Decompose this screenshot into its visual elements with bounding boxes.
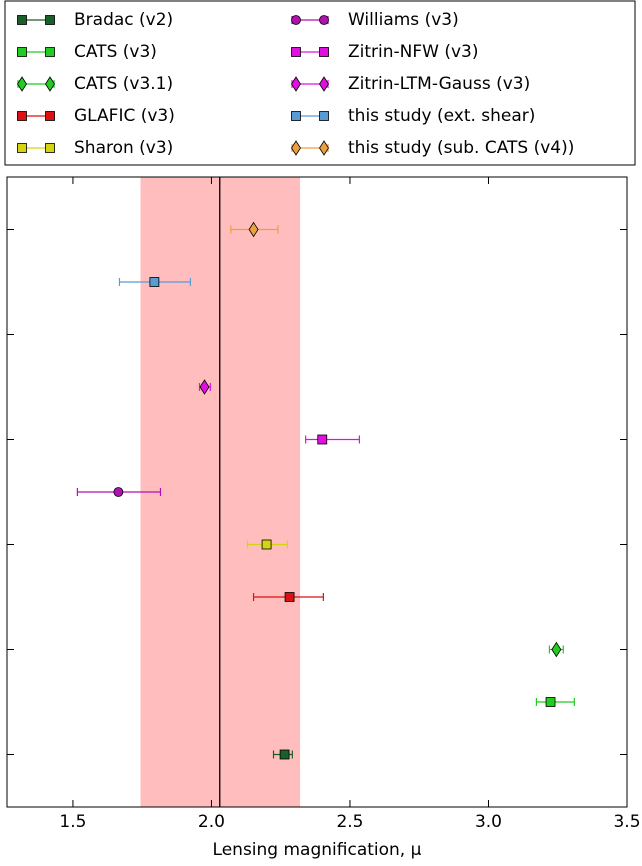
data-point [199,379,210,395]
legend-marker [17,15,27,25]
x-tick-label: 1.5 [59,812,86,832]
x-tick-label: 3.0 [475,812,502,832]
x-axis-label: Lensing magnification, μ [213,840,422,860]
legend-marker [45,111,55,121]
legend-marker [45,15,55,25]
data-point [149,277,160,287]
legend-label: Williams (v3) [348,10,459,30]
legend-label: this study (sub. CATS (v4)) [348,138,574,158]
legend-label: Sharon (v3) [74,138,173,158]
legend-marker [319,76,329,92]
legend-marker [319,140,329,156]
data-point [261,539,272,550]
legend-marker [291,47,301,57]
legend-marker [17,111,27,121]
data-point [545,697,556,707]
legend-label: CATS (v3) [74,42,157,62]
data-point [248,221,259,238]
data-point [279,749,290,760]
legend-marker [291,140,301,156]
legend-marker [17,143,27,153]
legend-marker [319,111,329,121]
legend-marker [45,76,55,92]
legend-marker [291,111,301,121]
legend-marker [291,76,301,92]
legend-label: GLAFIC (v3) [74,106,175,126]
legend-marker [291,15,301,25]
x-tick-label: 3.5 [613,812,640,832]
plot-frame [6,176,628,808]
legend-label: Bradac (v2) [74,10,173,30]
legend-marker [17,47,27,57]
data-point [284,592,295,602]
legend-marker [45,47,55,57]
legend-label: Zitrin-LTM-Gauss (v3) [348,74,530,94]
legend-marker [45,143,55,153]
data-point [317,434,328,445]
legend-marker [17,76,27,92]
data-point [113,487,124,497]
data-point [551,641,562,658]
legend-marker [319,15,329,25]
x-tick-label: 2.5 [336,812,363,832]
x-tick-label: 2.0 [198,812,225,832]
legend-label: CATS (v3.1) [74,74,173,94]
legend-marker [319,47,329,57]
legend-label: this study (ext. shear) [348,106,535,126]
legend-label: Zitrin-NFW (v3) [348,42,479,62]
